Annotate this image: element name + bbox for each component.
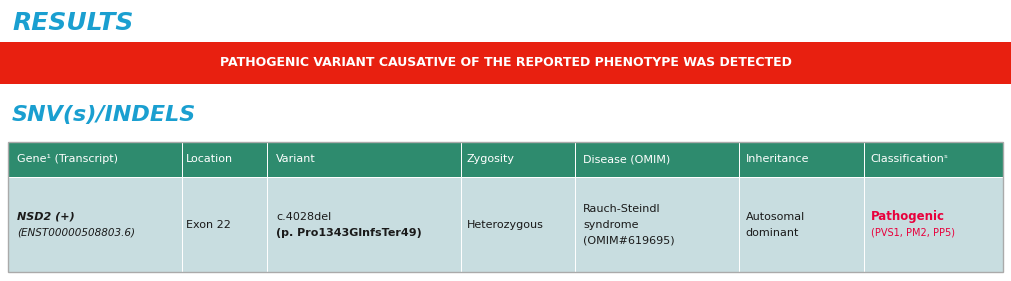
- Text: SNV(s)/INDELS: SNV(s)/INDELS: [12, 105, 196, 125]
- Bar: [182, 142, 267, 177]
- Bar: [461, 177, 575, 272]
- Text: Heterozygous: Heterozygous: [466, 219, 543, 230]
- Text: (PVS1, PM2, PP5): (PVS1, PM2, PP5): [870, 228, 954, 237]
- Bar: [739, 177, 863, 272]
- Bar: [575, 177, 739, 272]
- Bar: [8, 177, 182, 272]
- Bar: [182, 177, 267, 272]
- Text: Disease (OMIM): Disease (OMIM): [583, 155, 670, 164]
- Text: (p. Pro1343GlnfsTer49): (p. Pro1343GlnfsTer49): [276, 228, 423, 237]
- Text: dominant: dominant: [745, 228, 799, 237]
- Bar: [267, 177, 461, 272]
- Text: (OMIM#619695): (OMIM#619695): [583, 235, 675, 246]
- Text: Gene¹ (Transcript): Gene¹ (Transcript): [17, 155, 117, 164]
- Text: Inheritance: Inheritance: [745, 155, 809, 164]
- Bar: [0, 42, 1011, 84]
- Bar: [863, 177, 1003, 272]
- Text: Zygosity: Zygosity: [466, 155, 515, 164]
- Text: NSD2 (+): NSD2 (+): [17, 212, 75, 221]
- Text: Exon 22: Exon 22: [186, 219, 232, 230]
- Text: Classificationˢ: Classificationˢ: [870, 155, 948, 164]
- Text: Variant: Variant: [276, 155, 316, 164]
- Bar: [8, 142, 182, 177]
- Text: Location: Location: [186, 155, 234, 164]
- Text: RESULTS: RESULTS: [12, 11, 133, 35]
- Bar: [8, 142, 1003, 272]
- Bar: [739, 142, 863, 177]
- Text: Pathogenic: Pathogenic: [870, 210, 944, 223]
- Bar: [461, 142, 575, 177]
- Text: Autosomal: Autosomal: [745, 212, 805, 221]
- Bar: [575, 142, 739, 177]
- Text: syndrome: syndrome: [583, 219, 639, 230]
- Text: (ENST00000508803.6): (ENST00000508803.6): [17, 228, 134, 237]
- Bar: [267, 142, 461, 177]
- Text: Rauch-Steindl: Rauch-Steindl: [583, 203, 661, 214]
- Text: c.4028del: c.4028del: [276, 212, 332, 221]
- Bar: [863, 142, 1003, 177]
- Text: PATHOGENIC VARIANT CAUSATIVE OF THE REPORTED PHENOTYPE WAS DETECTED: PATHOGENIC VARIANT CAUSATIVE OF THE REPO…: [219, 56, 792, 69]
